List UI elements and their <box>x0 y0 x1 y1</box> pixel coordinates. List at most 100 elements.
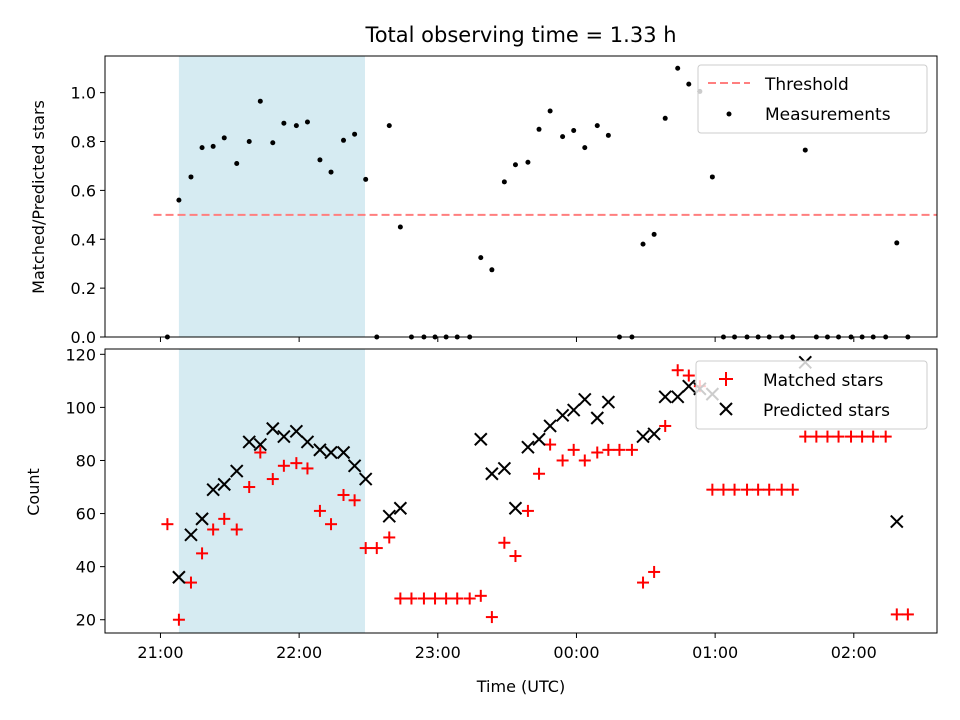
predicted-star-point <box>358 472 373 486</box>
matched-star-point <box>752 483 765 496</box>
measurement-point <box>210 143 216 149</box>
matched-star-point <box>810 430 823 443</box>
matched-star-point <box>207 523 220 536</box>
measurement-point <box>525 159 531 165</box>
matched-star-point <box>337 488 350 501</box>
matched-star-point <box>613 443 626 456</box>
measurements-series <box>164 65 911 340</box>
bottom-x-tick-label: 22:00 <box>276 643 322 662</box>
matched-star-point <box>706 483 719 496</box>
legend-predicted-swatch <box>719 402 733 416</box>
measurement-point <box>605 132 611 138</box>
matched-star-point <box>775 483 788 496</box>
measurement-point <box>536 126 542 132</box>
predicted-star-point <box>347 459 362 473</box>
predicted-star-point <box>206 482 220 497</box>
measurement-point <box>304 119 310 125</box>
legend-threshold-label: Threshold <box>764 75 849 95</box>
measurement-point <box>270 140 276 146</box>
predicted-star-point <box>485 467 499 481</box>
matched-star-point <box>383 531 396 544</box>
matched-star-point <box>218 512 231 525</box>
matched-star-point <box>463 592 476 605</box>
matched-star-point <box>879 430 892 443</box>
measurement-point <box>709 174 715 180</box>
matched-star-point <box>230 523 243 536</box>
predicted-star-point <box>497 461 512 476</box>
matched-star-point <box>313 504 326 517</box>
predicted-star-point <box>230 464 244 478</box>
chart-title: Total observing time = 1.33 h <box>364 23 676 47</box>
bottom-x-axis: 21:00 22:00 23:00 00:00 01:00 02:00 <box>137 633 877 662</box>
measurement-point <box>651 231 657 237</box>
bottom-y-tick-label: 20 <box>76 611 96 630</box>
matched-star-point <box>509 550 522 563</box>
predicted-star-point <box>670 390 685 404</box>
predicted-star-point <box>890 514 904 529</box>
measurement-point <box>489 267 495 273</box>
bottom-x-tick-label: 02:00 <box>831 643 877 662</box>
matched-star-point <box>440 592 453 605</box>
measurement-point <box>176 197 182 203</box>
predicted-star-point <box>184 528 198 542</box>
measurement-point <box>257 98 263 104</box>
bottom-panel-counts: 20 40 60 80 100 120 21:00 22:00 23:00 00:00 01:00… <box>24 345 938 696</box>
matched-star-point <box>659 419 672 432</box>
matched-star-point <box>405 592 418 605</box>
predicted-star-point <box>172 570 186 584</box>
predicted-star-point <box>242 435 256 449</box>
matched-star-point <box>578 454 591 467</box>
matched-star-point <box>901 608 914 621</box>
measurement-point <box>328 169 334 175</box>
matched-star-point <box>277 459 290 472</box>
predicted-star-point <box>647 427 661 441</box>
matched-star-point <box>243 481 256 494</box>
matched-star-point <box>474 589 487 602</box>
measurement-point <box>560 134 566 140</box>
predicted-star-point <box>682 379 696 393</box>
legend-matched-swatch <box>719 372 733 386</box>
predicted-star-point <box>578 392 592 407</box>
predicted-star-point <box>313 443 327 457</box>
bottom-plot-frame <box>104 348 938 634</box>
matched-star-point <box>394 592 407 605</box>
matched-star-point <box>417 592 430 605</box>
predicted-star-point <box>300 435 315 449</box>
matched-star-point <box>254 446 267 459</box>
matched-star-point <box>485 611 498 624</box>
x-axis-label: Time (UTC) <box>476 677 565 696</box>
predicted-star-point <box>555 408 570 423</box>
matched-star-point <box>544 438 557 451</box>
predicted-star-point <box>508 501 523 515</box>
measurement-point <box>501 179 507 185</box>
measurement-point <box>317 157 323 163</box>
top-x-axis-ticks <box>159 337 855 342</box>
top-y-tick-label: 0.4 <box>71 230 96 249</box>
bottom-y-tick-label: 120 <box>65 345 96 364</box>
legend-matched-label: Matched stars <box>763 371 883 391</box>
measurement-point <box>188 174 194 180</box>
matched-star-point <box>301 462 314 475</box>
matched-star-point <box>451 592 464 605</box>
matched-star-point <box>763 483 776 496</box>
measurement-point <box>640 241 646 247</box>
legend-measurements-label: Measurements <box>765 105 891 125</box>
measurement-point <box>662 115 668 121</box>
matched-star-point <box>370 542 383 555</box>
predicted-star-point <box>521 440 535 454</box>
matched-star-point <box>348 494 361 507</box>
measurement-point <box>802 147 808 153</box>
matched-star-point <box>429 592 442 605</box>
matched-star-point <box>832 430 845 443</box>
matched-star-point <box>602 443 615 456</box>
bottom-y-axis-label: Count <box>24 468 43 516</box>
measurement-point <box>478 255 484 261</box>
matched-star-point <box>671 364 684 377</box>
bottom-y-tick-label: 80 <box>76 451 96 470</box>
predicted-star-point <box>266 421 280 436</box>
matched-star-point <box>196 547 209 560</box>
bottom-observing-span <box>178 349 365 633</box>
top-y-tick-label: 0.2 <box>71 279 96 298</box>
matched-star-point <box>533 467 546 480</box>
